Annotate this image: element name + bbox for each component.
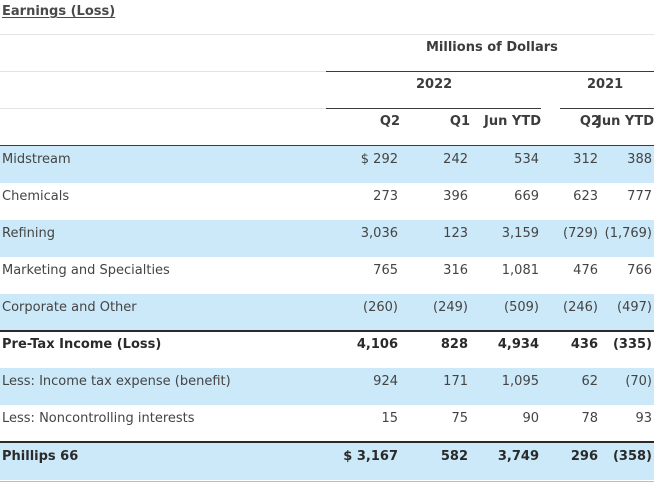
year-header-2021: 2021 xyxy=(587,77,624,92)
cell-2022-q2: 765 xyxy=(373,263,398,278)
cell-2022-jun-ytd: (509) xyxy=(504,300,539,315)
year-2021-underline xyxy=(560,108,654,109)
row-label: Refining xyxy=(2,226,55,241)
col-header-2021-q2: Q2 xyxy=(579,114,600,129)
cell-2021-jun-ytd: 93 xyxy=(635,411,652,426)
cell-2022-jun-ytd: 1,095 xyxy=(501,374,539,389)
year-2022-underline xyxy=(326,108,541,109)
cell-2022-q1: 396 xyxy=(443,189,468,204)
cell-2022-q1: 582 xyxy=(440,449,468,464)
subtotal-rule xyxy=(0,330,654,332)
cell-2021-q2: (246) xyxy=(563,300,598,315)
cell-2021-q2: 436 xyxy=(570,337,598,352)
row-label: Pre-Tax Income (Loss) xyxy=(2,337,162,352)
cell-2022-q1: 75 xyxy=(451,411,468,426)
cell-2021-q2: 623 xyxy=(573,189,598,204)
table-row-corporate-and-other: Corporate and Other (260) (249) (509) (2… xyxy=(0,294,654,331)
row-label: Phillips 66 xyxy=(2,449,79,464)
cell-2021-jun-ytd: (1,769) xyxy=(604,226,652,241)
table-bottom-border xyxy=(0,481,654,482)
year-header-2022: 2022 xyxy=(416,77,453,92)
cell-2022-q2: 15 xyxy=(381,411,398,426)
cell-2021-jun-ytd: (335) xyxy=(612,337,652,352)
cell-2021-q2: 476 xyxy=(573,263,598,278)
row-label: Chemicals xyxy=(2,189,70,204)
row-label: Midstream xyxy=(2,152,71,167)
col-header-2022-jun-ytd: Jun YTD xyxy=(484,114,541,129)
cell-2021-q2: 312 xyxy=(573,152,598,167)
cell-2022-q1: 242 xyxy=(443,152,468,167)
units-header: Millions of Dollars xyxy=(426,40,558,55)
units-underline xyxy=(326,71,654,72)
row-label: Less: Noncontrolling interests xyxy=(2,411,195,426)
cell-2022-jun-ytd: 669 xyxy=(514,189,539,204)
total-rule xyxy=(0,441,654,443)
header-divider-left-2 xyxy=(0,108,326,109)
cell-2022-q2: 3,036 xyxy=(360,226,398,241)
cell-2022-jun-ytd: 1,081 xyxy=(501,263,539,278)
cell-2022-jun-ytd: 90 xyxy=(522,411,539,426)
cell-2022-q2: 4,106 xyxy=(356,337,398,352)
cell-2021-q2: 296 xyxy=(570,449,598,464)
row-label: Less: Income tax expense (benefit) xyxy=(2,374,231,389)
cell-2021-jun-ytd: (358) xyxy=(612,449,652,464)
cell-2021-jun-ytd: 766 xyxy=(627,263,652,278)
cell-2021-jun-ytd: 388 xyxy=(627,152,652,167)
table-row-phillips-66: Phillips 66 $ 3,167 582 3,749 296 (358) xyxy=(0,443,654,480)
cell-2022-q1: 123 xyxy=(443,226,468,241)
cell-2021-q2: 62 xyxy=(581,374,598,389)
cell-2022-jun-ytd: 534 xyxy=(514,152,539,167)
cell-2022-q2: 273 xyxy=(373,189,398,204)
cell-2022-jun-ytd: 3,749 xyxy=(497,449,539,464)
table-row-refining: Refining 3,036 123 3,159 (729) (1,769) xyxy=(0,220,654,257)
table-title: Earnings (Loss) xyxy=(2,4,116,19)
cell-2022-q2: $ 292 xyxy=(360,152,398,167)
row-label: Marketing and Specialties xyxy=(2,263,170,278)
table-row-marketing-and-specialties: Marketing and Specialties 765 316 1,081 … xyxy=(0,257,654,294)
cell-2022-q1: 171 xyxy=(443,374,468,389)
row-label: Corporate and Other xyxy=(2,300,137,315)
table-row-midstream: Midstream $ 292 242 534 312 388 xyxy=(0,146,654,183)
cell-2021-jun-ytd: 777 xyxy=(627,189,652,204)
header-divider-top xyxy=(0,34,654,35)
cell-2022-q2: 924 xyxy=(373,374,398,389)
cell-2022-q2: $ 3,167 xyxy=(343,449,398,464)
cell-2022-q1: 316 xyxy=(443,263,468,278)
cell-2021-q2: (729) xyxy=(563,226,598,241)
col-header-2022-q2: Q2 xyxy=(379,114,400,129)
header-divider-left xyxy=(0,71,326,72)
table-row-pre-tax-income: Pre-Tax Income (Loss) 4,106 828 4,934 43… xyxy=(0,331,654,368)
table-row-income-tax: Less: Income tax expense (benefit) 924 1… xyxy=(0,368,654,405)
col-header-2022-q1: Q1 xyxy=(449,114,470,129)
cell-2021-jun-ytd: (497) xyxy=(617,300,652,315)
table-row-chemicals: Chemicals 273 396 669 623 777 xyxy=(0,183,654,220)
cell-2021-q2: 78 xyxy=(581,411,598,426)
cell-2022-jun-ytd: 3,159 xyxy=(501,226,539,241)
cell-2021-jun-ytd: (70) xyxy=(625,374,652,389)
table-row-noncontrolling-interests: Less: Noncontrolling interests 15 75 90 … xyxy=(0,405,654,442)
cell-2022-jun-ytd: 4,934 xyxy=(497,337,539,352)
column-header-underline xyxy=(0,145,654,146)
cell-2022-q2: (260) xyxy=(363,300,398,315)
cell-2022-q1: 828 xyxy=(440,337,468,352)
col-header-2021-jun-ytd: Jun YTD xyxy=(597,114,654,129)
cell-2022-q1: (249) xyxy=(433,300,468,315)
